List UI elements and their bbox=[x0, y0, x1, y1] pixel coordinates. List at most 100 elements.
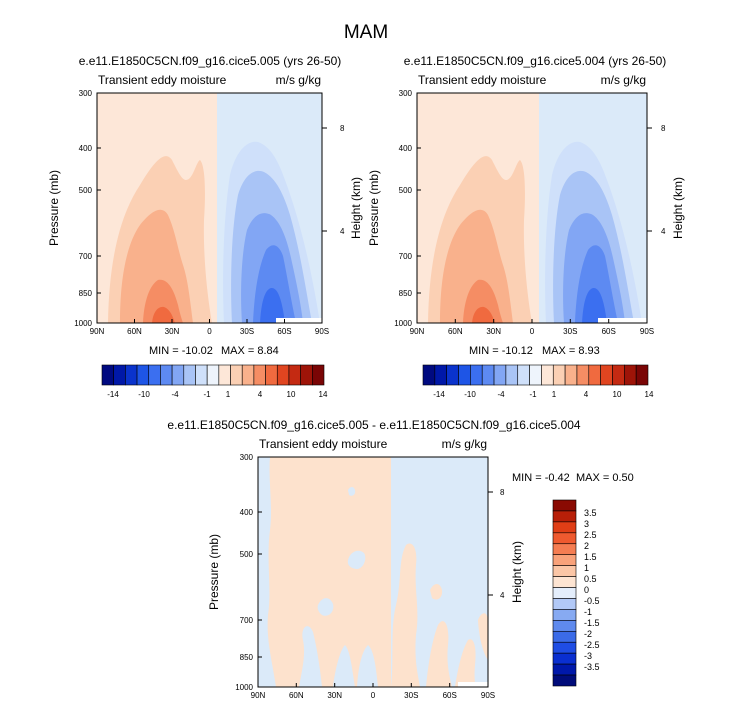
x-tick-label: 90S bbox=[640, 327, 654, 336]
panel-a-title: e.e11.E1850C5CN.f09_g16.cice5.005 (yrs 2… bbox=[79, 54, 342, 68]
colorbar-box bbox=[552, 630, 577, 643]
height-tick-label: 4 bbox=[661, 227, 666, 236]
panel-c-colorbar-boxes bbox=[552, 499, 577, 687]
colorbar-box bbox=[552, 652, 577, 665]
colorbar-box bbox=[552, 499, 577, 512]
height-tick-label: 4 bbox=[340, 227, 345, 236]
colorbar-label: 10 bbox=[613, 390, 622, 399]
colorbar-box bbox=[312, 364, 325, 386]
panel-c-min: MIN = -0.42 bbox=[512, 472, 570, 484]
panel-b-x-ticks: 90N 60N 30N 0 30S 60S 90S bbox=[410, 319, 654, 336]
colorbar-box bbox=[552, 364, 566, 386]
panel-a-right-subtitle: m/s g/kg bbox=[276, 73, 321, 87]
colorbar-label: 1 bbox=[226, 390, 231, 399]
colorbar-box bbox=[265, 364, 278, 386]
colorbar-box bbox=[230, 364, 243, 386]
colorbar-box bbox=[505, 364, 519, 386]
colorbar-box bbox=[552, 598, 577, 610]
colorbar-label: -4 bbox=[171, 390, 179, 399]
colorbar-label: -10 bbox=[464, 390, 476, 399]
colorbar-label: 3 bbox=[584, 519, 589, 529]
colorbar-box bbox=[552, 641, 577, 654]
panel-c-x-ticks: 90N 60N 30N 0 30S 60S 90S bbox=[251, 683, 495, 700]
colorbar-label: 4 bbox=[584, 390, 589, 399]
colorbar-label: -1 bbox=[203, 390, 211, 399]
colorbar-box bbox=[300, 364, 313, 386]
panel-b-y-ticks: 300 400 500 700 850 1000 bbox=[394, 89, 421, 328]
colorbar-label: -3 bbox=[584, 651, 592, 661]
colorbar-box bbox=[552, 554, 577, 566]
colorbar-box bbox=[195, 364, 208, 386]
panel-a-field bbox=[97, 93, 322, 323]
panel-c-blank-corner bbox=[458, 682, 488, 687]
colorbar-box bbox=[171, 364, 185, 386]
panel-b-pos-contour-2 bbox=[440, 209, 513, 323]
panel-c-height-ticks: 8 4 bbox=[488, 488, 505, 600]
panel-b-colorbar-boxes bbox=[422, 364, 649, 386]
colorbar-box bbox=[434, 364, 447, 386]
colorbar-box bbox=[136, 364, 150, 386]
colorbar-box bbox=[564, 364, 578, 386]
colorbar-label: -10 bbox=[138, 390, 150, 399]
x-tick-label: 90S bbox=[481, 691, 495, 700]
colorbar-box bbox=[552, 674, 577, 687]
x-tick-label: 90N bbox=[251, 691, 266, 700]
panel-a-pos-contour-3 bbox=[143, 279, 183, 323]
height-tick-label: 8 bbox=[500, 488, 505, 497]
panel-b-right-subtitle: m/s g/kg bbox=[601, 73, 646, 87]
panel-c-neg-patch bbox=[357, 645, 378, 687]
colorbar-box bbox=[148, 364, 161, 386]
y-tick-label: 300 bbox=[399, 89, 413, 98]
panel-a-ylabel: Pressure (mb) bbox=[47, 170, 61, 246]
y-tick-label: 1000 bbox=[394, 319, 412, 328]
colorbar-box bbox=[253, 364, 266, 386]
colorbar-box bbox=[588, 364, 601, 386]
colorbar-box bbox=[101, 364, 114, 386]
panel-a-min: MIN = -10.02 bbox=[149, 345, 213, 357]
colorbar-label: -4 bbox=[497, 390, 505, 399]
colorbar-label: -3.5 bbox=[584, 662, 600, 672]
x-tick-label: 30S bbox=[563, 327, 577, 336]
colorbar-label: 1 bbox=[584, 563, 589, 573]
colorbar-label: -2.5 bbox=[584, 640, 600, 650]
panel-b-title: e.e11.E1850C5CN.f09_g16.cice5.004 (yrs 2… bbox=[404, 54, 667, 68]
panel-c-neg-patch bbox=[347, 550, 366, 570]
panel-b-field bbox=[417, 93, 647, 323]
colorbar-box bbox=[446, 364, 459, 386]
x-tick-label: 60S bbox=[602, 327, 616, 336]
panel-c-right-subtitle: m/s g/kg bbox=[442, 437, 487, 451]
panel-a-pos-contour-4 bbox=[152, 306, 175, 323]
y-tick-label: 400 bbox=[399, 144, 413, 153]
colorbar-box bbox=[493, 364, 507, 386]
y-tick-label: 400 bbox=[240, 508, 254, 517]
panel-a-neg-contour-5 bbox=[260, 287, 285, 323]
colorbar-label: 0 bbox=[584, 585, 589, 595]
panel-c-neg-patch bbox=[348, 487, 356, 496]
y-tick-label: 400 bbox=[79, 144, 93, 153]
x-tick-label: 30S bbox=[404, 691, 418, 700]
panel-a-height-ticks: 8 4 bbox=[322, 124, 345, 236]
panel-a-blank-corner bbox=[276, 318, 322, 323]
panel-b-ylabel: Pressure (mb) bbox=[367, 170, 381, 246]
colorbar-box bbox=[600, 364, 613, 386]
panel-c-title: e.e11.E1850C5CN.f09_g16.cice5.005 - e.e1… bbox=[167, 418, 581, 432]
colorbar-label: -0.5 bbox=[584, 596, 600, 606]
panel-c-neg-patch bbox=[258, 457, 276, 687]
colorbar-label: -2 bbox=[584, 629, 592, 639]
x-tick-label: 60S bbox=[443, 691, 457, 700]
panel-a-max: MAX = 8.84 bbox=[221, 345, 279, 357]
y-tick-label: 700 bbox=[79, 252, 93, 261]
colorbar-box bbox=[552, 620, 577, 632]
colorbar-label: 2.5 bbox=[584, 530, 597, 540]
colorbar-box bbox=[481, 364, 495, 386]
x-tick-label: 90N bbox=[90, 327, 105, 336]
panel-c-neg-patch bbox=[333, 645, 355, 687]
colorbar-box bbox=[576, 364, 590, 386]
panel-a: e.e11.E1850C5CN.f09_g16.cice5.005 (yrs 2… bbox=[47, 54, 363, 399]
panel-a-x-ticks: 90N 60N 30N 0 30S 60S 90S bbox=[90, 319, 329, 336]
panel-a-height-label: Height (km) bbox=[349, 177, 363, 239]
panel-c-pos-patch bbox=[426, 621, 452, 687]
panel-c-left-subtitle: Transient eddy moisture bbox=[259, 437, 388, 451]
colorbar-label: -1 bbox=[584, 607, 592, 617]
